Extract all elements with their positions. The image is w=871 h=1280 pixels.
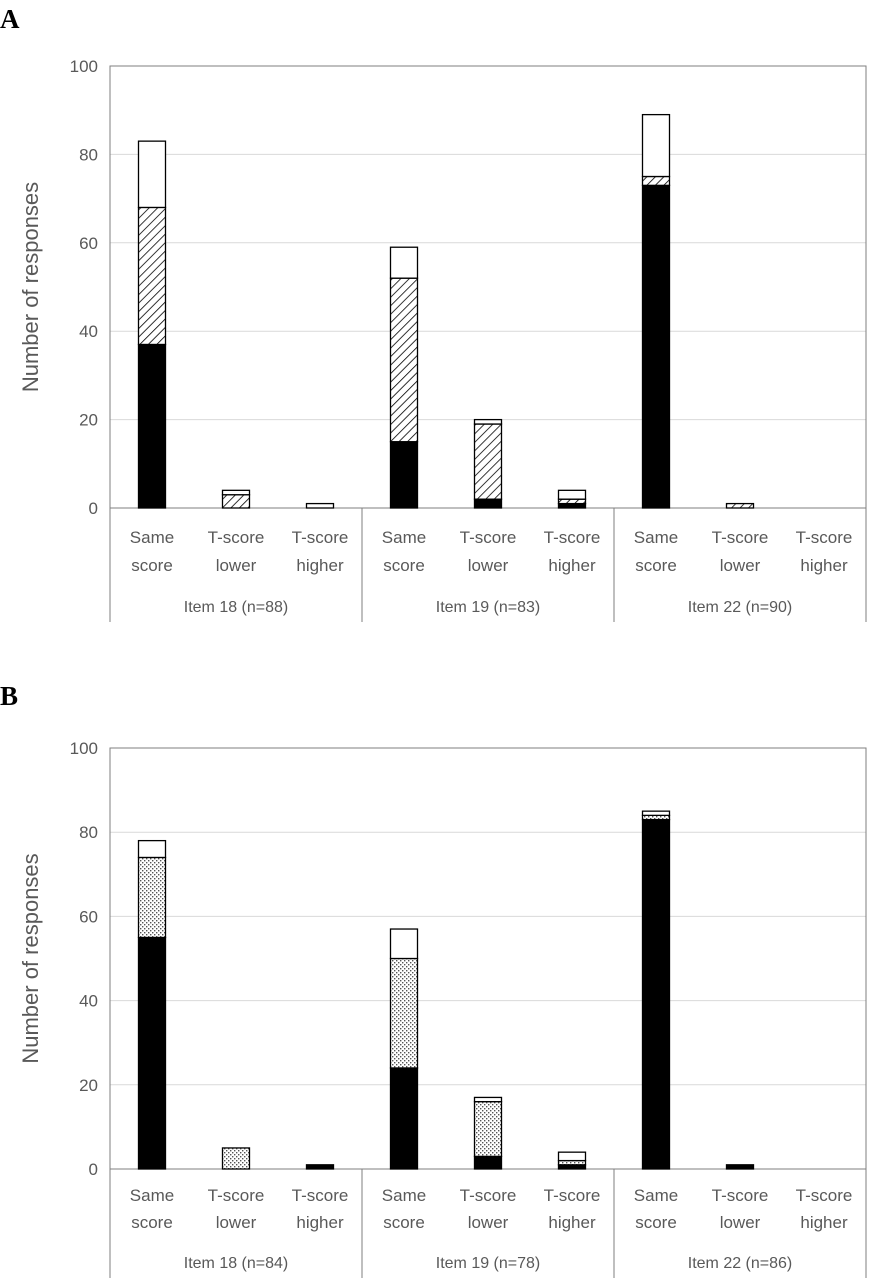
bar-segment-s0-c2 [305,1164,335,1170]
bar-segment-s2-c0 [137,839,167,859]
bar-segment-s1-c0 [137,856,167,939]
y-tick-label: 40 [79,992,98,1011]
bar-segment-s1-c3 [389,277,419,443]
bar-segment-s0-c0 [137,936,167,1170]
category-label: T-score [292,528,349,547]
bar-segment-s2-c5 [557,1151,587,1162]
bar-segment-s0-c3 [389,441,419,509]
y-tick-label: 20 [79,411,98,430]
bar-segment-s1-c3 [389,957,419,1069]
bar-segment-s2-c6 [641,810,671,817]
bar-segment-s2-c0 [137,140,167,209]
category-label: score [635,1213,677,1232]
category-label: T-score [460,1186,517,1205]
group-label: Item 18 (n=84) [184,1255,289,1272]
category-label: score [131,1213,173,1232]
category-label: Same [130,1186,174,1205]
y-tick-label: 80 [79,823,98,842]
category-label: Same [634,528,678,547]
bar-segment-s1-c4 [473,423,503,500]
y-tick-label: 0 [89,1160,98,1179]
bar-segment-s2-c2 [305,502,335,509]
category-label: higher [296,1213,344,1232]
y-tick-label: 20 [79,1076,98,1095]
bar-segment-s0-c0 [137,343,167,509]
category-label: higher [800,556,848,575]
group-label: Item 22 (n=90) [688,599,793,616]
category-label: higher [296,556,344,575]
category-label: score [383,1213,425,1232]
bar-segment-s2-c5 [557,489,587,500]
category-label: Same [130,528,174,547]
y-axis-label: Number of responses [18,853,43,1063]
y-tick-label: 60 [79,234,98,253]
bar-segment-s1-c5 [557,498,587,505]
bar-segment-s0-c4 [473,1155,503,1170]
group-label: Item 22 (n=86) [688,1255,793,1272]
bar-segment-s2-c1 [221,489,251,496]
category-label: Same [634,1186,678,1205]
category-label: Same [382,1186,426,1205]
bar-segment-s2-c4 [473,418,503,425]
category-label: T-score [544,1186,601,1205]
category-label: T-score [712,1186,769,1205]
chart-panel-b: B 0 20 40 60 80 100 Number of responses Same scor… [0,681,867,1278]
category-label: score [383,556,425,575]
y-tick-label: 0 [89,499,98,518]
category-label: lower [216,556,257,575]
group-label: Item 19 (n=78) [436,1255,541,1272]
bar-segment-s0-c5 [557,502,587,509]
category-label: higher [548,556,596,575]
category-label: T-score [796,1186,853,1205]
category-label: lower [468,556,509,575]
bar-segment-s1-c7 [725,502,755,509]
group-label: Item 18 (n=88) [184,599,289,616]
bar-segment-s2-c3 [389,246,419,279]
panel-letter: A [0,4,20,34]
category-label: higher [800,1213,848,1232]
bar-segment-s2-c6 [641,113,671,178]
bar-segment-s1-c0 [137,206,167,346]
bar-segment-s1-c4 [473,1100,503,1158]
y-axis-label: Number of responses [18,182,43,392]
category-label: higher [548,1213,596,1232]
category-label: T-score [544,528,601,547]
category-label: T-score [460,528,517,547]
bar-segment-s0-c4 [473,498,503,509]
bar-segment-s0-c6 [641,184,671,509]
bar-segment-s0-c6 [641,818,671,1170]
y-tick-label: 80 [79,145,98,164]
bar-segment-s2-c3 [389,928,419,960]
bar-segment-s0-c3 [389,1067,419,1170]
y-tick-label: 100 [70,739,98,758]
category-label: score [635,556,677,575]
category-label: lower [720,1213,761,1232]
category-label: lower [720,556,761,575]
category-label: T-score [796,528,853,547]
bar-segment-s0-c7 [725,1164,755,1170]
group-label: Item 19 (n=83) [436,599,541,616]
bar-segment-s1-c1 [221,1147,251,1170]
category-label: T-score [208,1186,265,1205]
chart-panel-a: A 0 20 40 60 80 100 Number of responses Same scor… [0,4,867,622]
category-label: T-score [292,1186,349,1205]
y-tick-label: 60 [79,907,98,926]
bar-segment-s2-c4 [473,1096,503,1103]
category-label: Same [382,528,426,547]
bar-segment-s1-c6 [641,175,671,186]
y-tick-label: 40 [79,322,98,341]
category-label: lower [468,1213,509,1232]
category-label: T-score [712,528,769,547]
category-label: score [131,556,173,575]
y-tick-label: 100 [70,57,98,76]
panel-letter: B [0,681,18,711]
bar-segment-s1-c1 [221,494,251,509]
category-label: T-score [208,528,265,547]
category-label: lower [216,1213,257,1232]
